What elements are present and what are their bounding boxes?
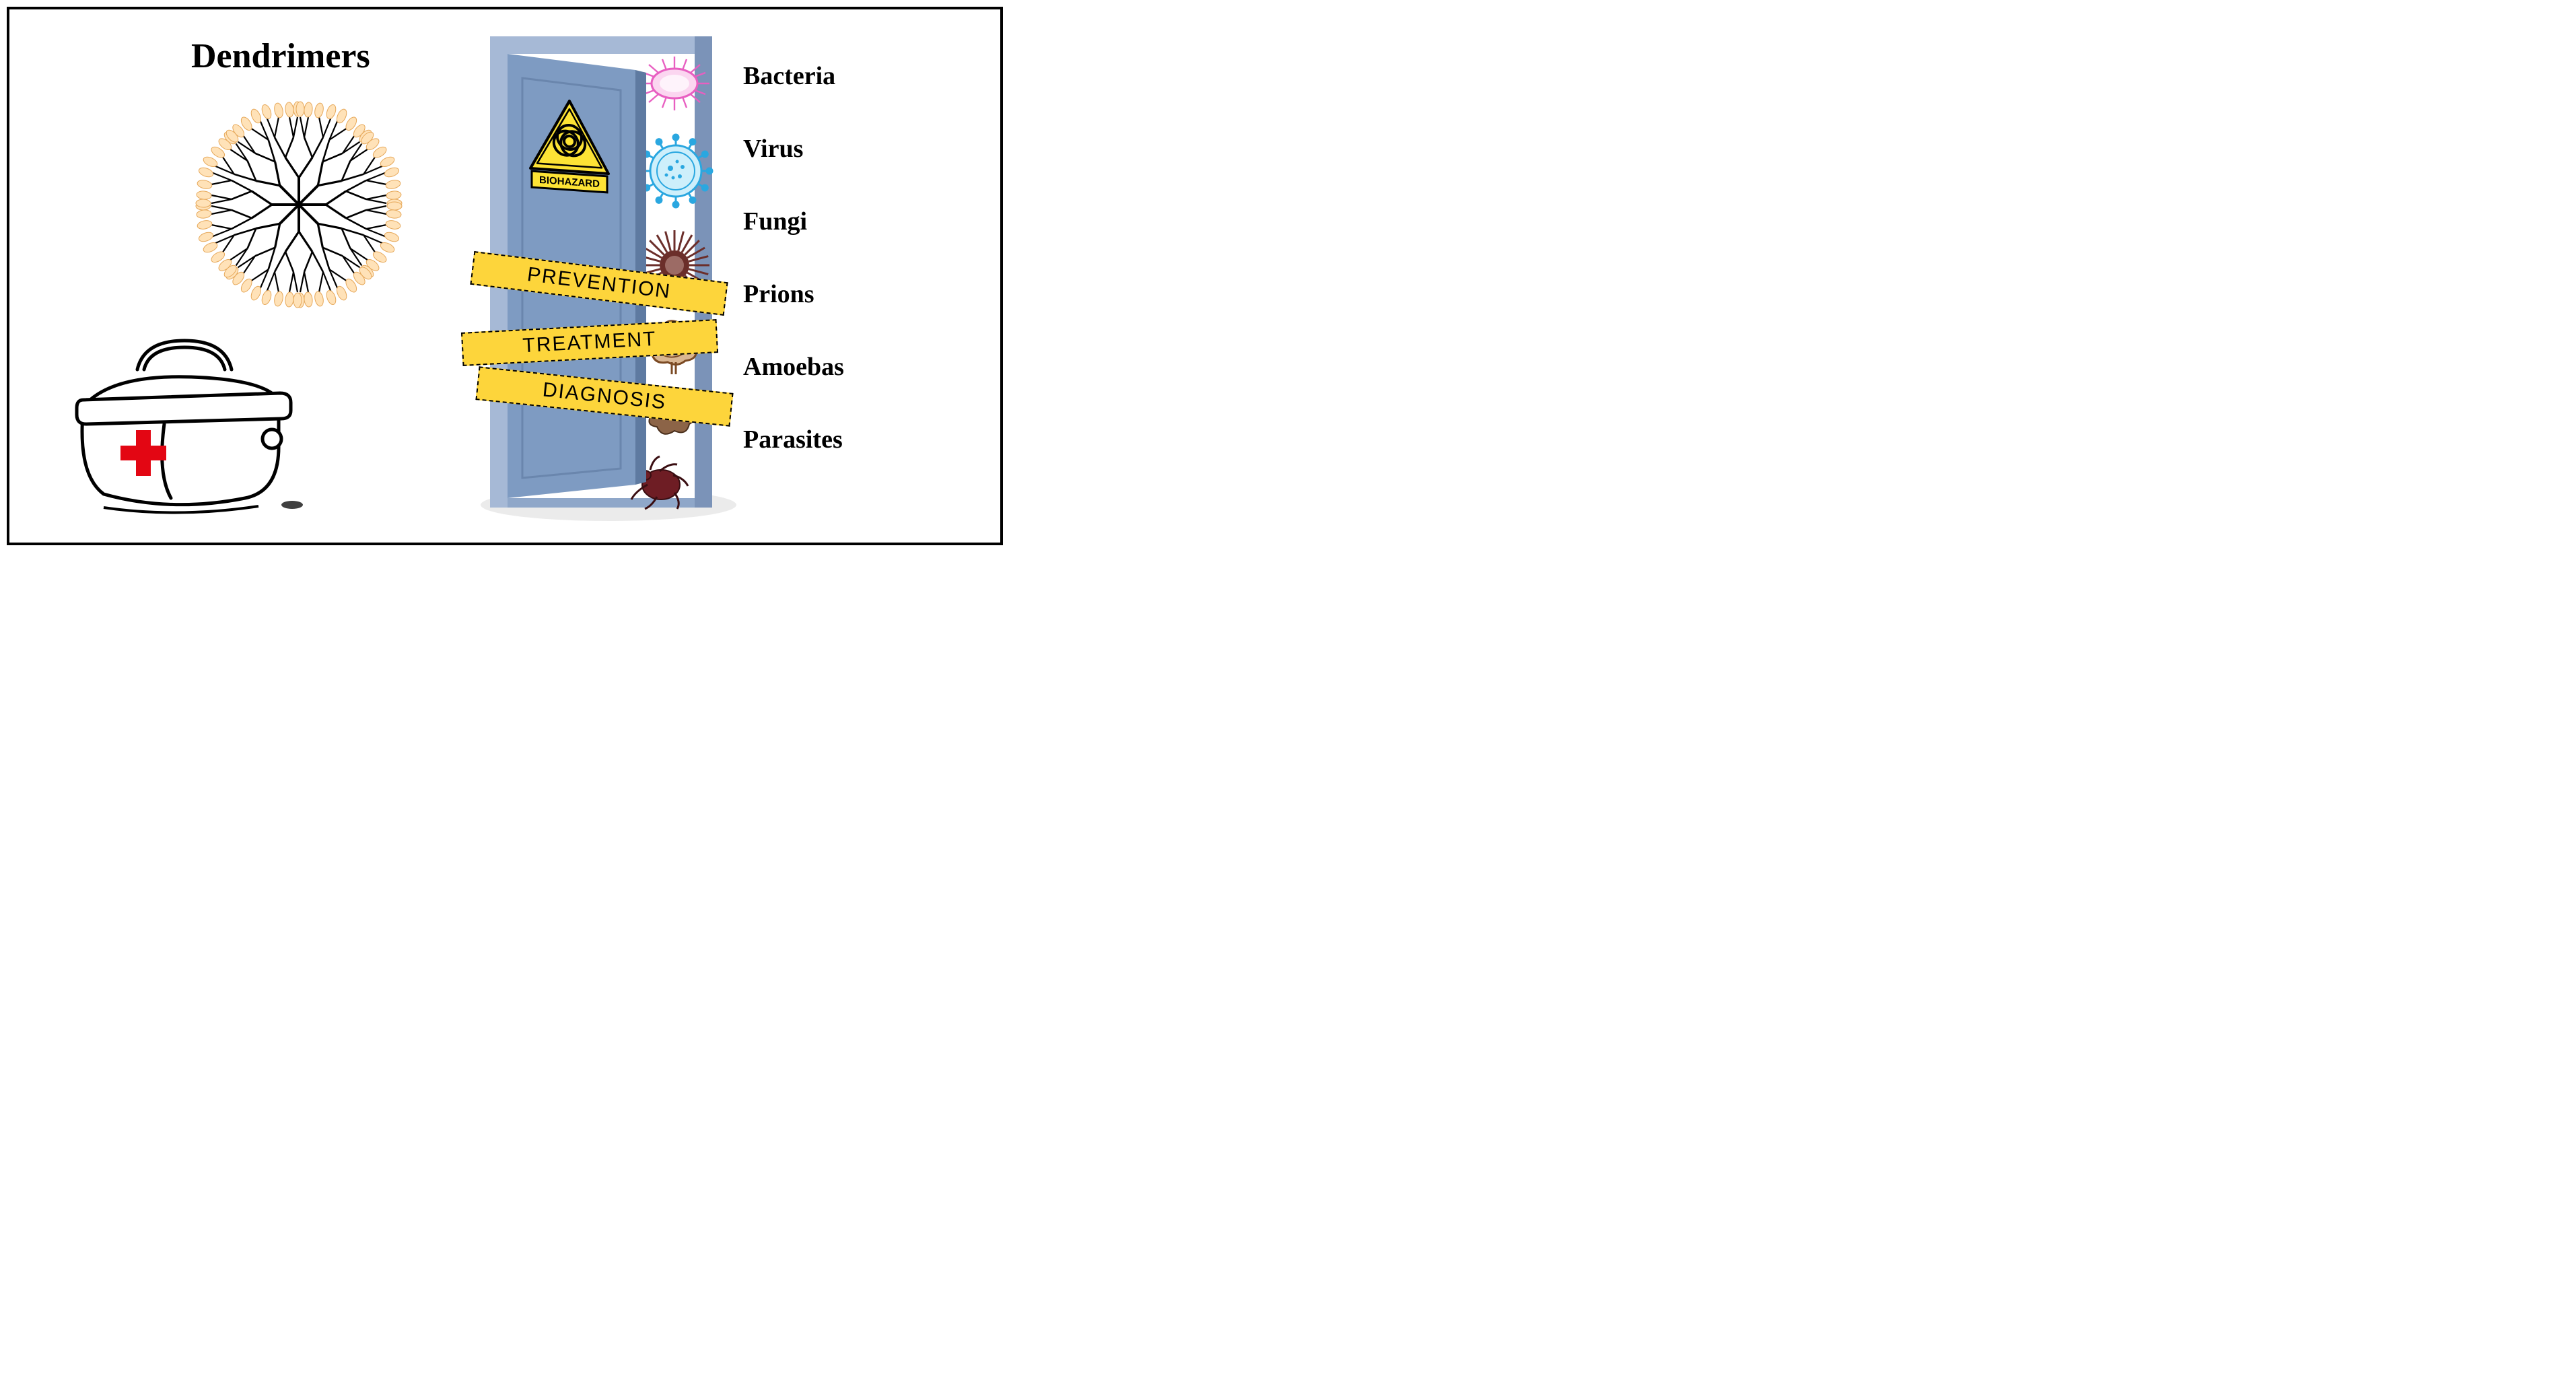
biohazard-door-icon: BIOHAZARD PREVENTION TREATMENT DIAGNOSIS <box>481 30 750 528</box>
label-prions: Prions <box>743 281 844 307</box>
label-amoebas: Amoebas <box>743 354 844 380</box>
medical-bag-icon <box>57 333 312 521</box>
label-parasites: Parasites <box>743 427 844 452</box>
bacteria-icon <box>639 57 709 110</box>
label-fungi: Fungi <box>743 209 844 234</box>
dendrimer-icon <box>178 83 420 326</box>
label-bacteria: Bacteria <box>743 63 844 89</box>
title-dendrimers: Dendrimers <box>191 36 370 76</box>
diagram-frame: Dendrimers <box>7 7 1003 545</box>
pathogen-labels: Bacteria Virus Fungi Prions Amoebas Para… <box>743 63 844 499</box>
label-virus: Virus <box>743 136 844 162</box>
